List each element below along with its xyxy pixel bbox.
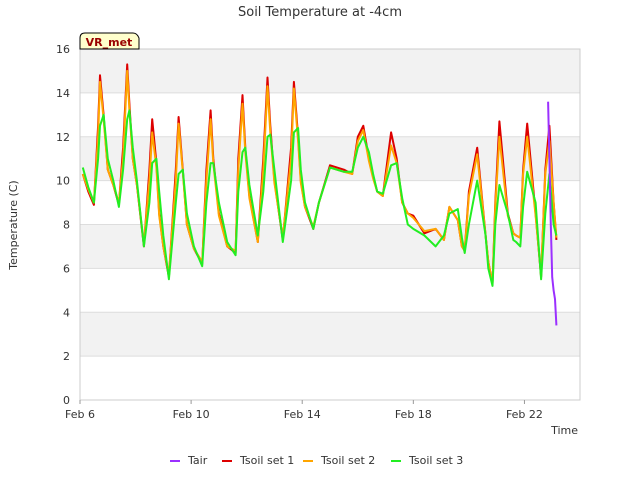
plot-band: [80, 49, 580, 93]
plot-band: [80, 92, 580, 137]
series-line-tair: [547, 101, 558, 326]
y-tick-label: 2: [63, 350, 70, 363]
series-layer: [81, 63, 558, 326]
x-tick-label: Feb 10: [173, 408, 210, 421]
plot-band: [80, 224, 580, 269]
y-tick-label: 14: [56, 87, 70, 100]
x-tick-labels: Feb 6 Feb 10 Feb 14 Feb 18 Feb 22: [65, 400, 543, 421]
legend-label: Tsoil set 3: [408, 454, 463, 467]
legend-label: Tsoil set 2: [320, 454, 375, 467]
x-tick-label: Feb 6: [65, 408, 95, 421]
site-badge: VR_met: [79, 32, 140, 50]
plot-frame: [79, 48, 581, 401]
plot-band: [80, 356, 580, 400]
y-tick-label: 0: [63, 394, 70, 407]
y-axis-label: Temperature (C): [7, 180, 20, 270]
x-tick-label: Feb 22: [506, 408, 543, 421]
site-badge-shape: [79, 32, 140, 50]
plot-band: [80, 312, 580, 357]
legend-label: Tair: [187, 454, 208, 467]
chart-title: Soil Temperature at -4cm: [238, 5, 402, 20]
site-badge-label: VR_met: [86, 36, 133, 49]
y-tick-label: 10: [56, 175, 70, 188]
x-tick-label: Feb 14: [284, 408, 321, 421]
x-tick-label: Feb 18: [395, 408, 432, 421]
y-tick-label: 6: [63, 262, 70, 275]
y-tick-label: 12: [56, 131, 70, 144]
plot-band: [80, 268, 580, 313]
series-line-tsoil-set-3: [81, 109, 558, 287]
y-tick-label: 4: [63, 306, 70, 319]
legend-label: Tsoil set 1: [239, 454, 294, 467]
y-tick-label: 16: [56, 43, 70, 56]
x-axis-label: Time: [550, 424, 578, 437]
y-tick-label: 8: [63, 219, 70, 232]
legend: Tair Tsoil set 1 Tsoil set 2 Tsoil set 3: [170, 454, 463, 467]
y-tick-labels: 0 2 4 6 8 10 12 14 16: [56, 43, 70, 407]
